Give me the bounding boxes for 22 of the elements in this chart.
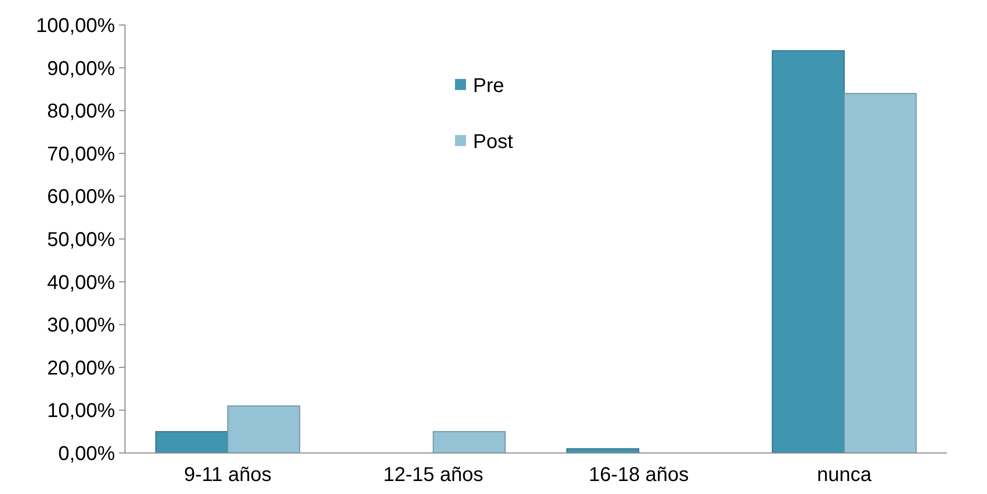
y-tick-label: 30,00% — [47, 314, 116, 337]
y-tick-label: 100,00% — [36, 15, 116, 37]
x-tick-label: nunca — [817, 464, 872, 486]
bar — [432, 431, 506, 454]
bar — [227, 405, 300, 454]
bar — [772, 50, 845, 454]
bar — [155, 431, 228, 454]
legend-label: Post — [473, 131, 514, 153]
y-tick-label: 0,00% — [58, 443, 116, 465]
x-tick-label: 16-18 años — [588, 464, 689, 486]
y-tick-label: 90,00% — [47, 58, 116, 80]
y-tick-label: 60,00% — [47, 186, 116, 208]
y-tick-label: 40,00% — [47, 272, 116, 294]
bar — [844, 92, 917, 454]
x-tick-label: 12-15 años — [383, 464, 484, 486]
legend-label: Pre — [473, 75, 504, 97]
y-tick-label: 20,00% — [47, 357, 116, 380]
x-tick-label: 9-11 años — [184, 464, 272, 486]
y-tick-label: 50,00% — [47, 229, 116, 251]
y-tick-label: 10,00% — [47, 400, 116, 422]
y-tick-label: 70,00% — [47, 143, 116, 166]
y-tick-label: 80,00% — [47, 100, 116, 123]
